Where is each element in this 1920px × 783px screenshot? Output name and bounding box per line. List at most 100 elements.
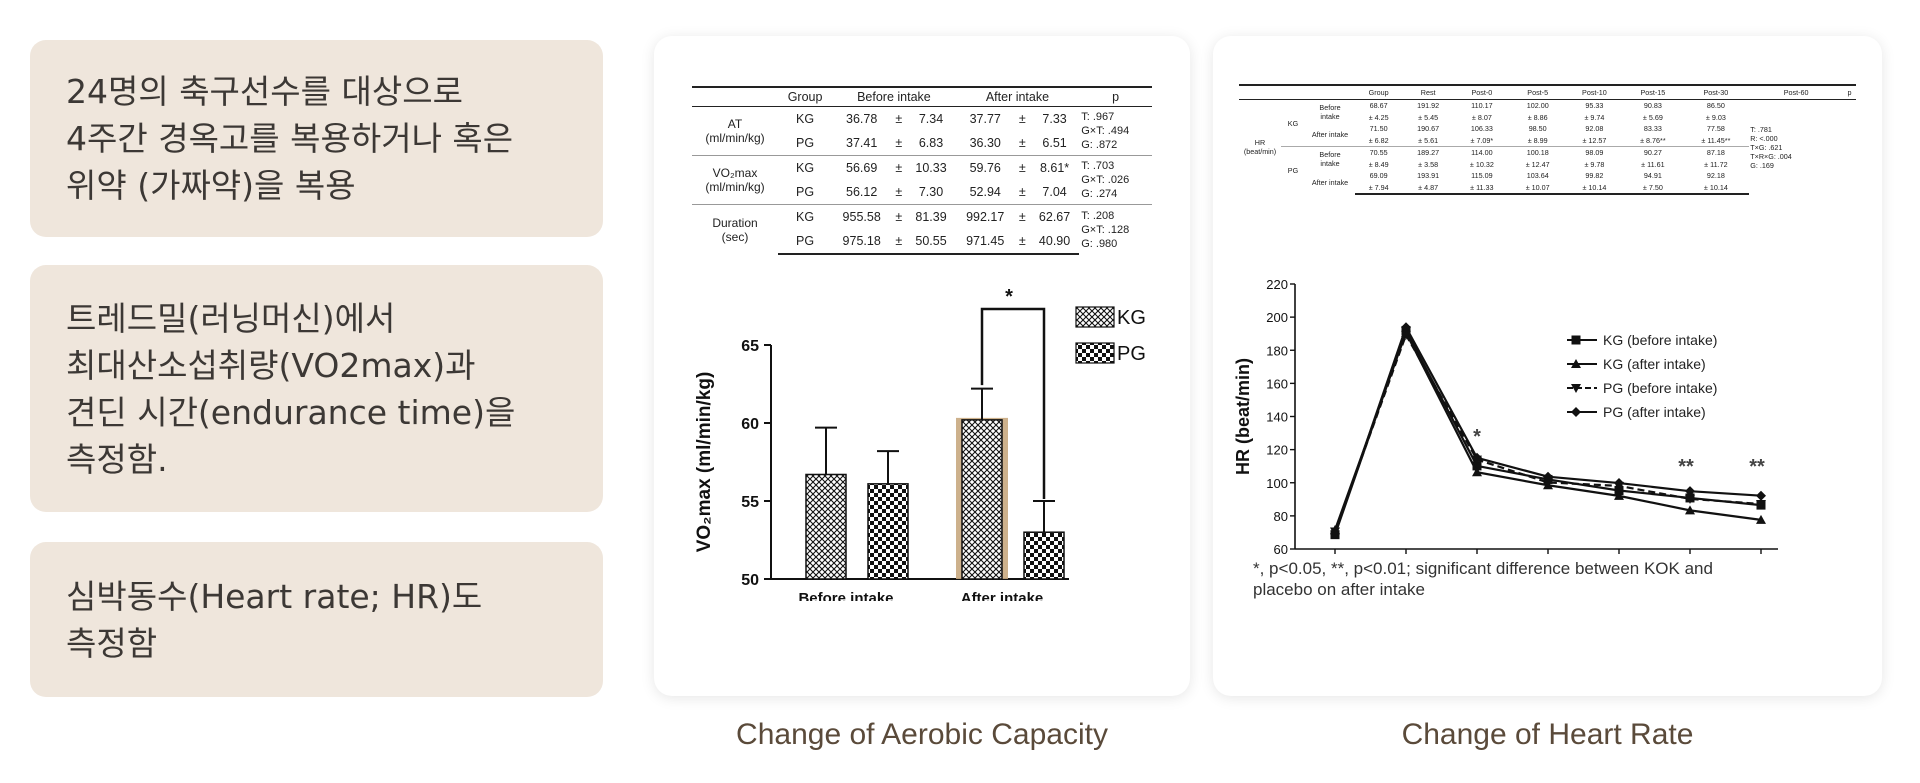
- significance-marker: **: [1678, 456, 1694, 478]
- significance-marker: *: [1005, 286, 1013, 308]
- note-card-treadmill: 트레드밀(러닝머신)에서 최대산소섭취량(VO2max)과 견딘 시간(endu…: [30, 265, 603, 512]
- hr-col-header: Rest: [1402, 84, 1454, 100]
- hr-mean-cell: 70.55: [1355, 146, 1403, 159]
- hr-mean-cell: 68.67: [1355, 99, 1403, 112]
- hr-col-header: p: [1843, 84, 1856, 100]
- note-line: 측정함: [66, 623, 158, 663]
- hr-mean-cell: 87.18: [1682, 146, 1750, 159]
- hr-sd-cell: ± 4.87: [1402, 181, 1454, 195]
- hr-mean-cell: 90.27: [1623, 146, 1683, 159]
- aerobic-table: Group Before intake After intake p AT (ml…: [692, 86, 1152, 255]
- y-axis-label: VO₂max (ml/min/kg): [694, 372, 715, 553]
- hr-sd-cell: ± 10.14: [1682, 181, 1750, 195]
- hr-sub-label: Before intake: [1305, 146, 1355, 170]
- cell: ±: [1018, 185, 1026, 199]
- hr-mean-cell: 193.91: [1417, 171, 1440, 181]
- cell: 40.90: [1029, 229, 1080, 255]
- significance-bracket: [980, 307, 1046, 499]
- cell: 81.39: [906, 204, 956, 229]
- data-point: [1685, 494, 1695, 504]
- cell: KG: [778, 155, 833, 180]
- hr-group-label: PG: [1281, 146, 1305, 194]
- cell: ±: [1014, 106, 1030, 131]
- y-tick-label: 200: [1266, 310, 1288, 325]
- hr-sd-cell: ± 8.07: [1471, 112, 1492, 122]
- hr-sd-cell: ± 9.78: [1584, 159, 1605, 169]
- caption-aerobic: Change of Aerobic Capacity: [736, 718, 1108, 751]
- y-tick-label: 140: [1266, 410, 1288, 425]
- note-line: 24명의 축구선수를 대상으로: [66, 72, 463, 111]
- hr-mean-cell: 92.08: [1585, 124, 1604, 134]
- data-point: [1543, 471, 1553, 482]
- cell: 37.77: [955, 106, 1015, 131]
- cell: ±: [891, 106, 907, 131]
- cell: 52.94: [969, 185, 1001, 199]
- hr-col-header: Post-60: [1749, 84, 1844, 100]
- note-line: 최대산소섭취량(VO2max)과: [66, 345, 476, 385]
- hr-mean-cell: 98.50: [1528, 124, 1547, 134]
- cell: 37.41: [846, 136, 878, 150]
- hr-sd-cell: ± 6.82: [1368, 135, 1389, 145]
- hr-mean-cell: 71.50: [1369, 124, 1388, 134]
- y-tick-label: 180: [1266, 343, 1288, 358]
- data-point: [1571, 335, 1581, 345]
- hr-sd-cell: ± 8.76**: [1640, 135, 1666, 145]
- hr-col-header: Post-30: [1682, 84, 1750, 100]
- cell: 7.33: [1029, 106, 1080, 131]
- hr-sd-cell: ± 8.99: [1527, 135, 1548, 145]
- hr-sd-cell: ± 7.09*: [1470, 135, 1494, 145]
- y-tick-label: 60: [1274, 542, 1288, 556]
- hr-col-header: Post-10: [1565, 84, 1624, 100]
- hr-mean-cell: 98.09: [1565, 146, 1624, 159]
- hr-mean-cell: 90.83: [1623, 99, 1683, 112]
- cell: PG: [796, 136, 815, 150]
- row-label: AT (ml/min/kg): [692, 106, 778, 156]
- significance-marker: *: [1473, 426, 1481, 448]
- data-point: [1614, 490, 1624, 500]
- cell: 10.33: [906, 155, 956, 180]
- hr-sd-cell: ± 11.61: [1641, 159, 1665, 169]
- footnote: *, p<0.05, **, p<0.01; significant diffe…: [1253, 559, 1713, 599]
- hr-mean-cell: 77.58: [1706, 124, 1725, 134]
- cell: 971.45: [955, 229, 1015, 255]
- hr-col-header: Group: [1355, 84, 1403, 100]
- hr-row-label: HR (beat/min): [1239, 99, 1281, 194]
- hr-mean-cell: 115.09: [1471, 171, 1493, 181]
- legend-label: PG (after intake): [1603, 404, 1706, 420]
- data-point: [1685, 486, 1695, 497]
- cell: ±: [891, 155, 907, 180]
- hr-sd-cell: ± 7.94: [1355, 181, 1403, 195]
- row-label: VO₂max (ml/min/kg): [692, 155, 778, 205]
- cell: ±: [895, 136, 903, 150]
- cell: 975.18: [832, 229, 892, 255]
- hr-mean-cell: 86.50: [1682, 99, 1750, 112]
- hr-mean-cell: 95.33: [1565, 99, 1624, 112]
- note-line: 심박동수(Heart rate; HR)도: [66, 576, 483, 616]
- hr-mean-cell: 69.09: [1369, 171, 1388, 181]
- hr-sd-cell: ± 5.69: [1642, 112, 1663, 122]
- data-point: [1756, 490, 1766, 501]
- hr-mean-cell: 114.00: [1453, 146, 1510, 159]
- note-line: 위약 (가짜약)을 복용: [66, 166, 356, 205]
- data-point: [1472, 467, 1482, 477]
- y-tick-label: 60: [741, 416, 759, 433]
- hr-sd-cell: ± 5.45: [1418, 112, 1439, 122]
- hr-col-header: Post-15: [1623, 84, 1683, 100]
- vo2max-bar-chart: 50 55 60 65 VO₂max (ml/min/kg) Before intake A…: [694, 286, 1146, 601]
- y-tick-label: 50: [741, 572, 759, 589]
- legend-label: PG (before intake): [1603, 380, 1717, 396]
- cell: 6.51: [1042, 136, 1067, 150]
- row-label: Duration (sec): [692, 204, 778, 254]
- hr-sd-cell: ± 11.33: [1453, 181, 1510, 195]
- hr-mean-cell: 106.33: [1470, 124, 1493, 134]
- hr-mean-cell: 92.18: [1706, 171, 1725, 181]
- aerobic-capacity-card: Group Before intake After intake p AT (ml…: [654, 36, 1190, 696]
- cell: ±: [891, 204, 907, 229]
- hr-sub-label: After intake: [1311, 130, 1349, 139]
- col-before: Before intake: [832, 86, 956, 107]
- heart-rate-card: Group Rest Post-0 Post-5 Post-10 Post-15 Post-…: [1213, 36, 1882, 696]
- significance-marker: **: [1749, 456, 1765, 478]
- cell: 50.55: [906, 229, 956, 255]
- hr-mean-cell: 190.67: [1417, 124, 1440, 134]
